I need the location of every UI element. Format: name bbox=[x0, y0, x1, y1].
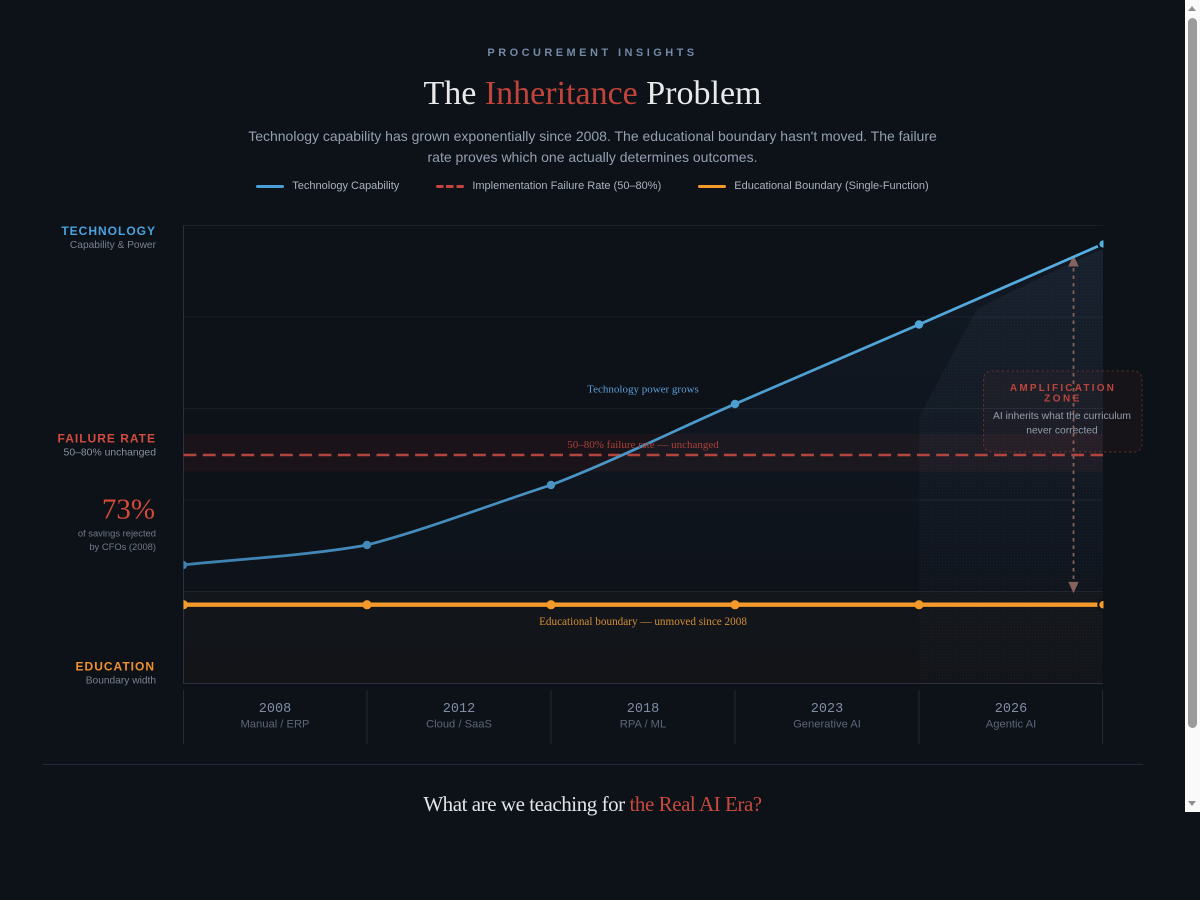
svg-text:2012: 2012 bbox=[443, 702, 475, 717]
svg-text:TECHNOLOGY: TECHNOLOGY bbox=[61, 224, 156, 238]
svg-text:never corrected: never corrected bbox=[1026, 426, 1098, 437]
svg-text:Cloud / SaaS: Cloud / SaaS bbox=[426, 719, 492, 731]
svg-text:50–80% unchanged: 50–80% unchanged bbox=[64, 448, 157, 459]
svg-text:FAILURE RATE: FAILURE RATE bbox=[58, 432, 156, 446]
svg-text:Capability & Power: Capability & Power bbox=[70, 240, 157, 251]
svg-text:2026: 2026 bbox=[995, 702, 1027, 717]
svg-text:Agentic AI: Agentic AI bbox=[986, 719, 1036, 731]
svg-text:ZONE: ZONE bbox=[1044, 394, 1082, 405]
svg-text:2018: 2018 bbox=[627, 702, 659, 717]
svg-text:Manual / ERP: Manual / ERP bbox=[240, 719, 309, 731]
svg-text:73%: 73% bbox=[102, 494, 155, 526]
svg-text:RPA / ML: RPA / ML bbox=[620, 719, 666, 731]
svg-text:AMPLIFICATION: AMPLIFICATION bbox=[1010, 383, 1116, 394]
svg-text:Boundary width: Boundary width bbox=[86, 676, 156, 687]
svg-text:of savings rejected: of savings rejected bbox=[78, 528, 156, 539]
svg-text:50–80% failure rate — unchange: 50–80% failure rate — unchanged bbox=[567, 439, 719, 451]
svg-text:EDUCATION: EDUCATION bbox=[76, 660, 155, 674]
svg-text:by CFOs (2008): by CFOs (2008) bbox=[89, 541, 156, 552]
svg-text:Generative AI: Generative AI bbox=[793, 719, 861, 731]
svg-text:2008: 2008 bbox=[259, 702, 291, 717]
svg-text:Technology power grows: Technology power grows bbox=[587, 384, 699, 396]
svg-text:Educational boundary — unmoved: Educational boundary — unmoved since 200… bbox=[539, 616, 747, 628]
svg-text:AI inherits what the curriculu: AI inherits what the curriculum bbox=[993, 411, 1131, 422]
svg-text:2023: 2023 bbox=[811, 702, 843, 717]
